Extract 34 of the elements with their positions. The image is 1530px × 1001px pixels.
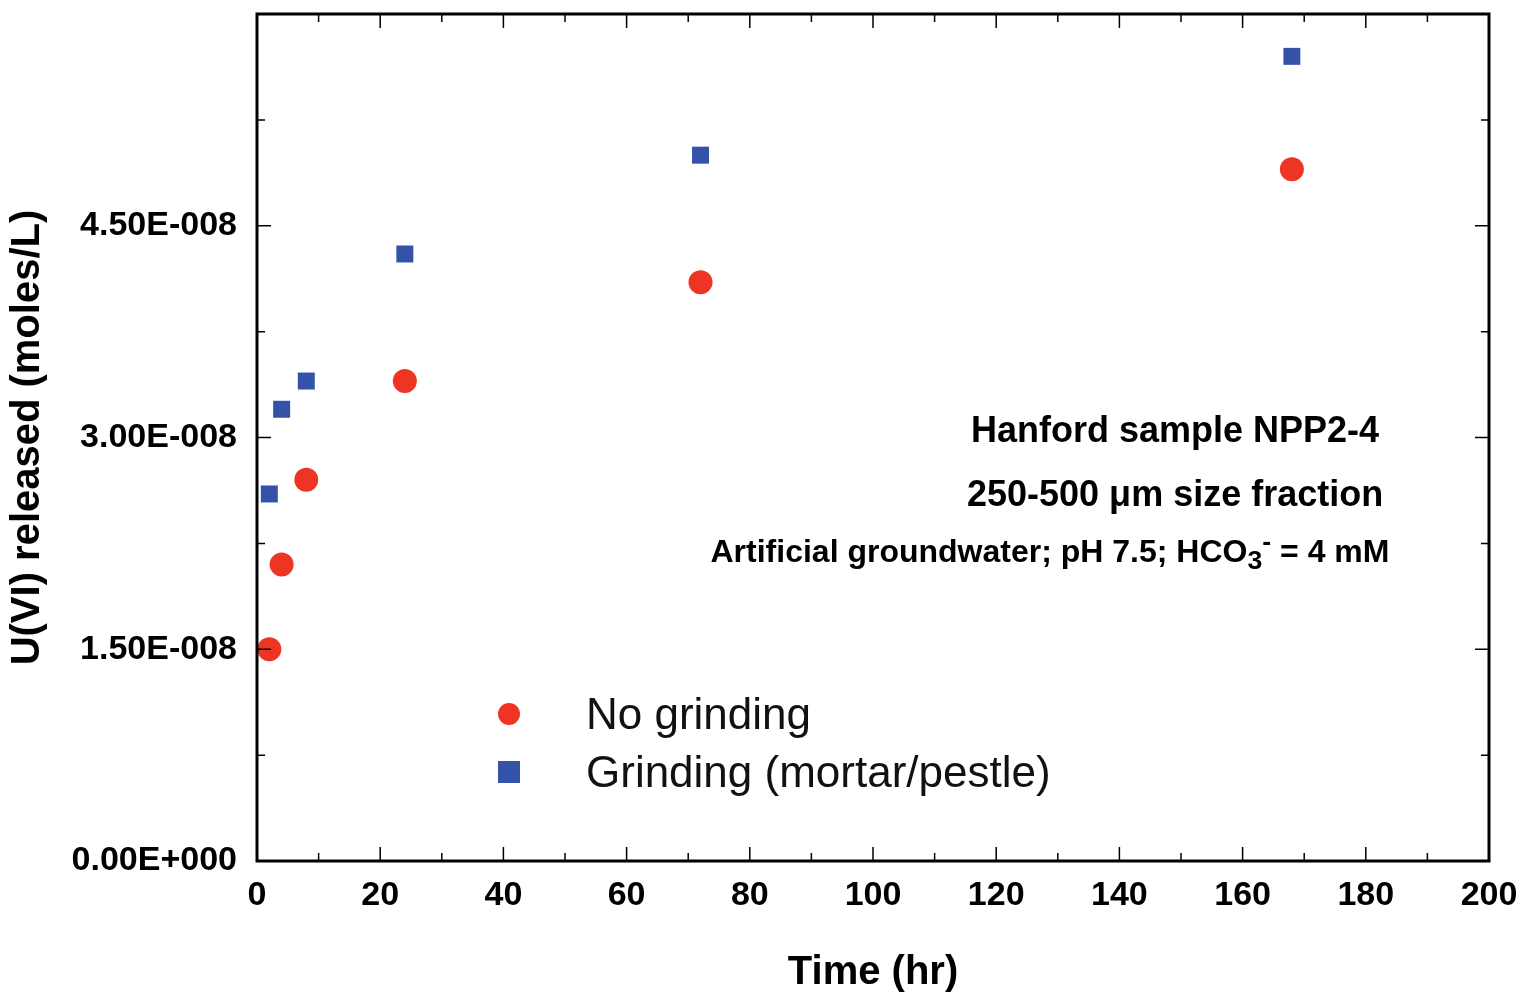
- y-tick-label: 1.50E-008: [80, 627, 237, 666]
- x-axis-title: Time (hr): [787, 948, 959, 993]
- x-tick-label: 40: [484, 873, 523, 912]
- point: [1283, 47, 1301, 65]
- x-tick-label: 60: [607, 873, 646, 912]
- point: [273, 400, 291, 418]
- x-tick-label: 20: [361, 873, 400, 912]
- annotation: Hanford sample NPP2-4: [971, 409, 1380, 451]
- y-axis-title: U(VI) released (moles/L): [3, 209, 48, 666]
- annotation: 250-500 μm size fraction: [967, 473, 1384, 515]
- point: [392, 369, 417, 394]
- point: [269, 552, 294, 577]
- legend-label: No grinding: [586, 689, 812, 739]
- x-tick-label: 200: [1460, 873, 1518, 912]
- x-tick-label: 80: [730, 873, 769, 912]
- x-tick-label: 180: [1337, 873, 1395, 912]
- x-tick-label: 100: [844, 873, 902, 912]
- point: [396, 245, 414, 263]
- point: [260, 485, 278, 503]
- x-tick-label: 140: [1091, 873, 1148, 912]
- point: [257, 637, 282, 662]
- x-tick-label: 120: [967, 873, 1025, 912]
- y-tick-label: 3.00E-008: [80, 415, 237, 454]
- point: [294, 467, 319, 492]
- y-tick-label: 0.00E+000: [71, 839, 237, 878]
- point: [688, 270, 713, 295]
- point: [297, 372, 315, 390]
- y-tick-label: 4.50E-008: [80, 204, 237, 243]
- annotation: Artificial groundwater; pH 7.5; HCO$_{3}$$^{-}$ = 4 mM: [710, 526, 1390, 577]
- x-tick-label: 0: [247, 873, 267, 912]
- x-tick-label: 160: [1214, 873, 1271, 912]
- point: [1279, 157, 1304, 182]
- point: [692, 146, 710, 164]
- legend-label: Grinding (mortar/pestle): [586, 747, 1051, 797]
